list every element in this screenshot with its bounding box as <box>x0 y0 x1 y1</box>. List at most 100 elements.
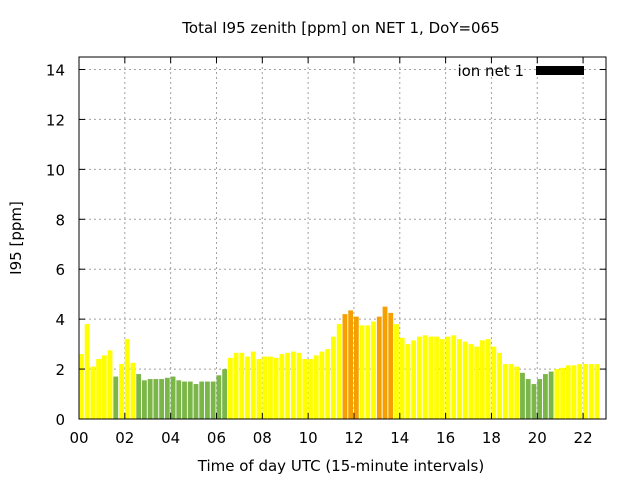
bar <box>468 344 474 419</box>
bar <box>520 372 525 419</box>
bar <box>187 381 193 419</box>
bar <box>285 352 291 419</box>
bar <box>462 341 468 419</box>
y-tick-label: 2 <box>55 361 65 379</box>
y-tick-label: 6 <box>55 261 65 279</box>
y-tick-label: 4 <box>55 311 65 329</box>
bar <box>451 335 457 419</box>
bar <box>405 344 411 419</box>
bar <box>239 352 245 419</box>
bar <box>96 359 101 419</box>
bar <box>245 356 250 419</box>
x-tick-label: 18 <box>482 429 501 447</box>
bar <box>439 339 445 419</box>
bar <box>142 380 147 419</box>
y-axis-ticks: 0 2 4 6 8 10 12 14 <box>46 61 606 429</box>
bar <box>371 321 376 419</box>
bar <box>119 364 124 419</box>
x-tick-label: 08 <box>253 429 272 447</box>
bar <box>445 336 451 419</box>
x-tick-label: 10 <box>299 429 318 447</box>
bar <box>491 346 497 419</box>
grid-lines <box>79 57 606 419</box>
bar <box>193 384 199 419</box>
x-tick-label: 12 <box>344 429 363 447</box>
bar <box>497 352 502 419</box>
bar <box>594 364 600 419</box>
bar <box>170 376 176 419</box>
y-tick-label: 8 <box>55 211 65 229</box>
plot-frame <box>78 56 607 420</box>
bar <box>124 339 130 419</box>
bar <box>164 377 170 419</box>
bar <box>147 379 153 419</box>
bar <box>256 359 262 419</box>
bar <box>227 357 233 419</box>
bar <box>262 356 268 419</box>
bar <box>331 336 336 419</box>
bar <box>205 381 210 419</box>
bar <box>479 340 485 419</box>
bar <box>422 335 428 419</box>
legend-swatch <box>536 66 584 75</box>
legend: ion net 1 <box>457 62 584 80</box>
bar <box>325 349 331 419</box>
bar <box>84 324 90 419</box>
bar <box>308 359 313 419</box>
bar <box>268 356 273 419</box>
bar <box>153 379 159 419</box>
bar <box>101 355 107 419</box>
bar <box>90 366 96 419</box>
bar <box>588 364 594 419</box>
bar <box>159 379 165 419</box>
bar <box>537 379 543 419</box>
bar <box>382 306 388 419</box>
y-tick-label: 14 <box>46 61 65 79</box>
bar-series <box>79 306 600 419</box>
y-tick-label: 12 <box>46 111 65 129</box>
bar <box>130 362 136 419</box>
bar <box>136 374 142 419</box>
bar <box>107 350 113 419</box>
bar <box>296 352 302 419</box>
bar <box>411 340 417 419</box>
bar <box>222 369 228 419</box>
bar <box>388 312 394 419</box>
bar <box>210 381 216 419</box>
y-tick-label: 0 <box>55 411 65 429</box>
x-tick-label: 06 <box>207 429 226 447</box>
x-axis-ticks: 00 02 04 06 08 10 12 14 16 18 20 22 <box>69 57 593 447</box>
bar <box>485 339 491 419</box>
bar <box>336 324 342 419</box>
bar <box>565 365 571 419</box>
bar <box>571 365 577 419</box>
bar <box>548 371 554 419</box>
bar <box>342 314 348 419</box>
bar <box>113 376 119 419</box>
bar <box>279 354 285 419</box>
bar <box>514 366 520 419</box>
bar <box>182 381 187 419</box>
bar <box>560 367 565 419</box>
bar <box>313 355 319 419</box>
bar <box>502 364 508 419</box>
bar <box>176 380 182 419</box>
bar <box>365 325 371 419</box>
bar <box>216 375 222 419</box>
bar <box>583 364 588 419</box>
bar <box>474 346 480 419</box>
bar <box>290 351 296 419</box>
x-tick-label: 04 <box>161 429 180 447</box>
x-tick-label: 14 <box>390 429 409 447</box>
bar <box>457 339 462 419</box>
bar <box>273 357 279 419</box>
bar <box>542 374 548 419</box>
bar <box>394 324 399 419</box>
x-axis-label: Time of day UTC (15-minute intervals) <box>197 457 484 475</box>
bar <box>250 351 256 419</box>
bar <box>416 336 422 419</box>
bar <box>233 352 239 419</box>
bar <box>319 351 325 419</box>
y-tick-label: 10 <box>46 161 65 179</box>
bar <box>554 369 560 419</box>
